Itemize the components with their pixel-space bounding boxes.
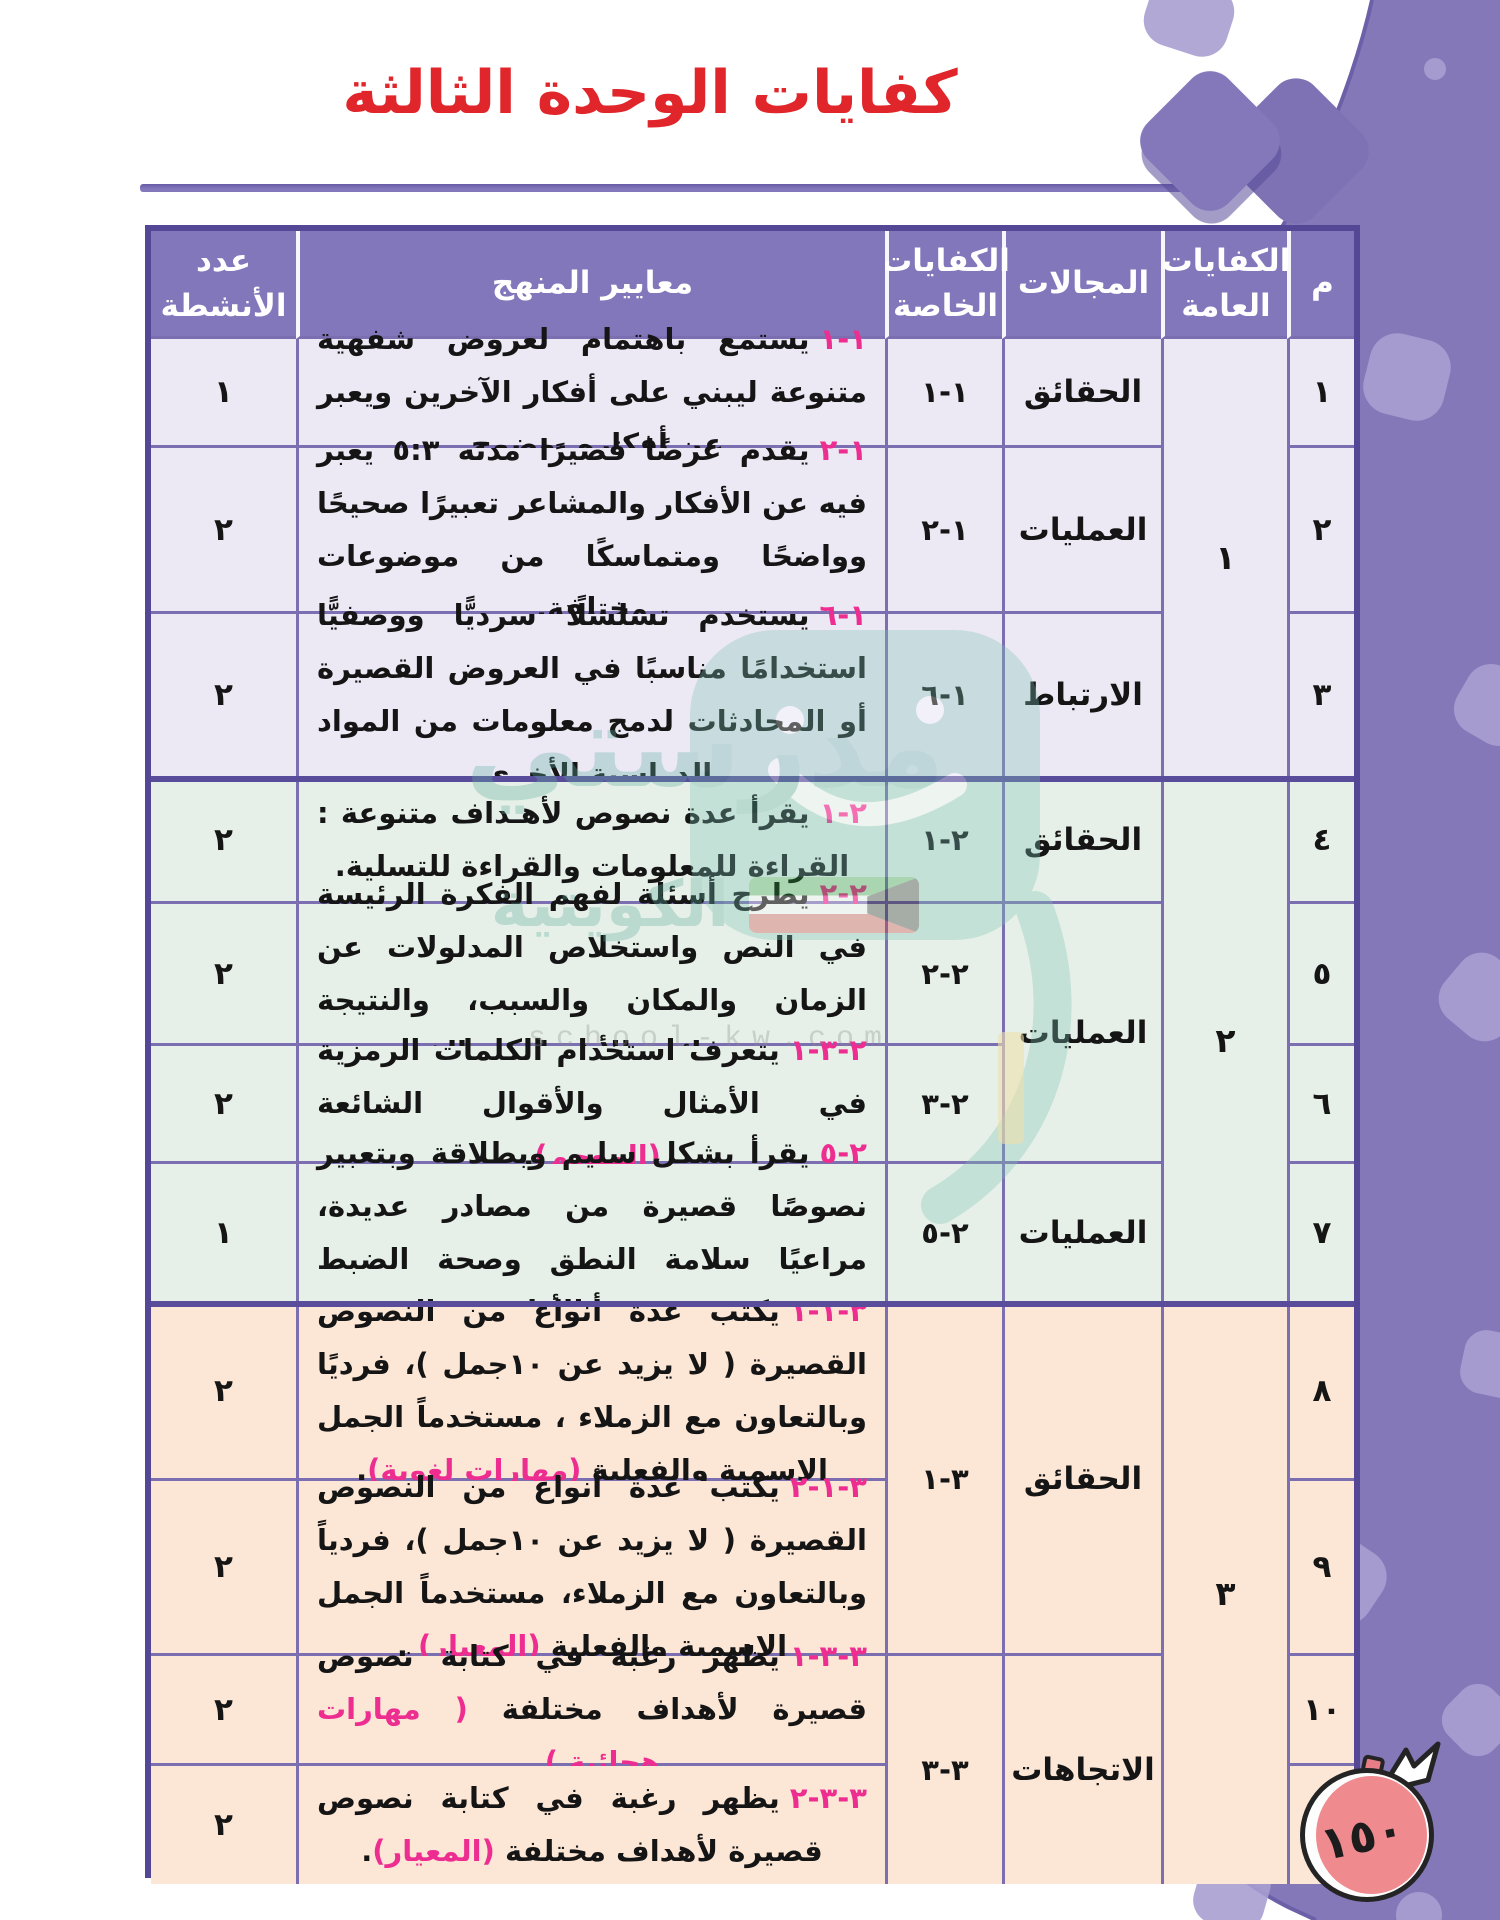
- standard-tail: .: [523, 1138, 535, 1173]
- activities-count: ٢: [151, 1304, 296, 1481]
- activities-count: ٢: [151, 448, 296, 614]
- row-number: ١٠: [1287, 1656, 1354, 1766]
- specific-competency: ١-٦: [885, 614, 1002, 779]
- row-number: ٥: [1287, 904, 1354, 1046]
- standard-text: يظهر رغبة في كتابة نصوص قصيرة لأهداف مخت…: [317, 1639, 867, 1727]
- domain-cell: العمليات: [1002, 904, 1161, 1164]
- standard-cell: ١-٢يقدم عرضًا قصيرًا مدته ٥:٣ يعبر فيه ع…: [296, 433, 885, 625]
- standard-code: ١-١: [819, 321, 867, 356]
- standard-text: يتعرف استخدام الكلمات الرمزية في الأمثال…: [317, 1033, 867, 1121]
- domain-cell: العمليات: [1002, 448, 1161, 614]
- page-number-badge: ١٥٠: [1300, 1741, 1450, 1912]
- activities-count: ٢: [151, 1481, 296, 1656]
- specific-competency: ١-٢: [885, 448, 1002, 614]
- standard-highlight: (المعيار): [372, 1833, 495, 1868]
- strip-blob: [1424, 58, 1446, 80]
- row-number: ٢: [1287, 448, 1354, 614]
- specific-competency: ٢-١: [885, 779, 1002, 904]
- standard-cell: ١-٦يستخدم تسلسلًا سرديًّا ووصفيًّا استخد…: [296, 598, 885, 791]
- row-number: ٤: [1287, 779, 1354, 904]
- balloon-fill: [1316, 1776, 1427, 1894]
- row-number: ٩: [1287, 1481, 1354, 1656]
- standard-code: ٣-٣-١: [789, 1639, 867, 1674]
- standard-code: ٢-١: [819, 796, 867, 831]
- activities-count: ٢: [151, 1046, 296, 1164]
- standard-cell: ٢-٥يقرأ بشكل سليم وبطلاقة وبتعبير نصوصًا…: [296, 1136, 885, 1328]
- domain-cell: الحقائق: [1002, 339, 1161, 448]
- header-specific-competencies: الكفايات الخاصة: [881, 231, 1010, 339]
- standard-code: ٢-٢: [819, 876, 867, 911]
- standard-tail: .: [356, 1452, 368, 1487]
- standard-text: يقرأ بشكل سليم وبطلاقة وبتعبير نصوصًا قص…: [317, 1135, 867, 1328]
- header-domains: المجالات: [1002, 231, 1161, 339]
- specific-competency: ٣-٣: [885, 1656, 1002, 1884]
- standard-cell: ٣-١-١يكتب عدة أنواع من النصوص القصيرة ( …: [296, 1294, 885, 1487]
- row-number: ٧: [1287, 1164, 1354, 1304]
- standard-code: ٣-١-٢: [789, 1470, 867, 1505]
- activities-count: ٢: [151, 614, 296, 779]
- header-general-competencies: الكفايات العامة: [1161, 231, 1290, 339]
- header-num: م: [1287, 231, 1354, 339]
- section-divider: [151, 1301, 1354, 1307]
- page-number: ١٥٠: [1315, 1800, 1409, 1872]
- general-competency: ٣: [1161, 1304, 1287, 1884]
- header-curriculum-standards: معايير المنهج: [296, 231, 885, 339]
- standard-tail: .: [361, 1833, 373, 1868]
- standard-code: ٢-٥: [819, 1135, 867, 1170]
- general-competency: ٢: [1161, 779, 1287, 1304]
- standard-cell: ٣-٣-١يظهر رغبة في كتابة نصوص قصيرة لأهدا…: [296, 1639, 885, 1779]
- standard-text: يكتب عدة أنواع من النصوص القصيرة ( لا يز…: [317, 1294, 867, 1487]
- activities-count: ٢: [151, 904, 296, 1046]
- standard-code: ٢-٣-١: [789, 1033, 867, 1068]
- standard-cell: ٢-٣-١يتعرف استخدام الكلمات الرمزية في ال…: [296, 1033, 885, 1173]
- general-competency: ١: [1161, 339, 1287, 779]
- specific-competency: ١-١: [885, 339, 1002, 448]
- header-activities-count: عدد الأنشطة: [151, 231, 296, 339]
- domain-cell: الارتباط: [1002, 614, 1161, 779]
- row-number: ٨: [1287, 1304, 1354, 1481]
- activities-count: ٢: [151, 1656, 296, 1766]
- specific-competency: ٢-٢: [885, 904, 1002, 1046]
- domain-cell: الحقائق: [1002, 779, 1161, 904]
- activities-count: ١: [151, 339, 296, 448]
- domain-cell: العمليات: [1002, 1164, 1161, 1304]
- standard-cell: ١-١يستمع باهتمام لعروض شفهية متنوعة ليبن…: [296, 322, 885, 461]
- standard-code: ١-٢: [819, 432, 868, 467]
- row-number: ٦: [1287, 1046, 1354, 1164]
- standard-tail: .: [523, 1744, 545, 1779]
- standard-highlight: ( مهارات هجائية ): [317, 1692, 661, 1779]
- specific-competency: ٢-٣: [885, 1046, 1002, 1164]
- specific-competency: ٣-١: [885, 1304, 1002, 1656]
- section-divider: [151, 776, 1354, 782]
- standard-code: ٣-٣-٢: [789, 1781, 867, 1815]
- standard-cell: ٢-١يقرأ عدة نصوص لأهـداف متنوعة : القراء…: [296, 779, 885, 904]
- specific-competency: ٢-٥: [885, 1164, 1002, 1304]
- standard-text: يقرأ عدة نصوص لأهـداف متنوعة : القراءة ل…: [317, 796, 850, 883]
- standard-text: يستخدم تسلسلًا سرديًّا ووصفيًّا استخدامً…: [317, 598, 867, 791]
- standard-tail: .: [396, 1628, 419, 1663]
- standard-cell: ٣-٣-٢يظهر رغبة في كتابة نصوص قصيرة لأهدا…: [296, 1766, 885, 1884]
- row-number: ٣: [1287, 614, 1354, 779]
- row-number: ١: [1287, 339, 1354, 448]
- balloon-circle: ١٥٠: [1300, 1768, 1434, 1902]
- standard-text: يستمع باهتمام لعروض شفهية متنوعة ليبني ع…: [317, 321, 867, 462]
- domain-cell: الاتجاهات: [1002, 1656, 1161, 1884]
- activities-count: ٢: [151, 1766, 296, 1884]
- standard-code: ١-٦: [819, 598, 867, 633]
- standard-text: يظهر رغبة في كتابة نصوص قصيرة لأهداف مخت…: [317, 1781, 823, 1868]
- page-title: كفايات الوحدة الثالثة: [342, 58, 958, 128]
- competencies-table: م الكفايات العامة المجالات الكفايات الخا…: [145, 225, 1360, 1884]
- domain-cell: الحقائق: [1002, 1304, 1161, 1656]
- title-underline: [140, 184, 1204, 192]
- activities-count: ٢: [151, 779, 296, 904]
- standard-text: يقدم عرضًا قصيرًا مدته ٥:٣ يعبر فيه عن ا…: [317, 432, 867, 626]
- standard-code: ٣-١-١: [789, 1294, 867, 1329]
- activities-count: ١: [151, 1164, 296, 1304]
